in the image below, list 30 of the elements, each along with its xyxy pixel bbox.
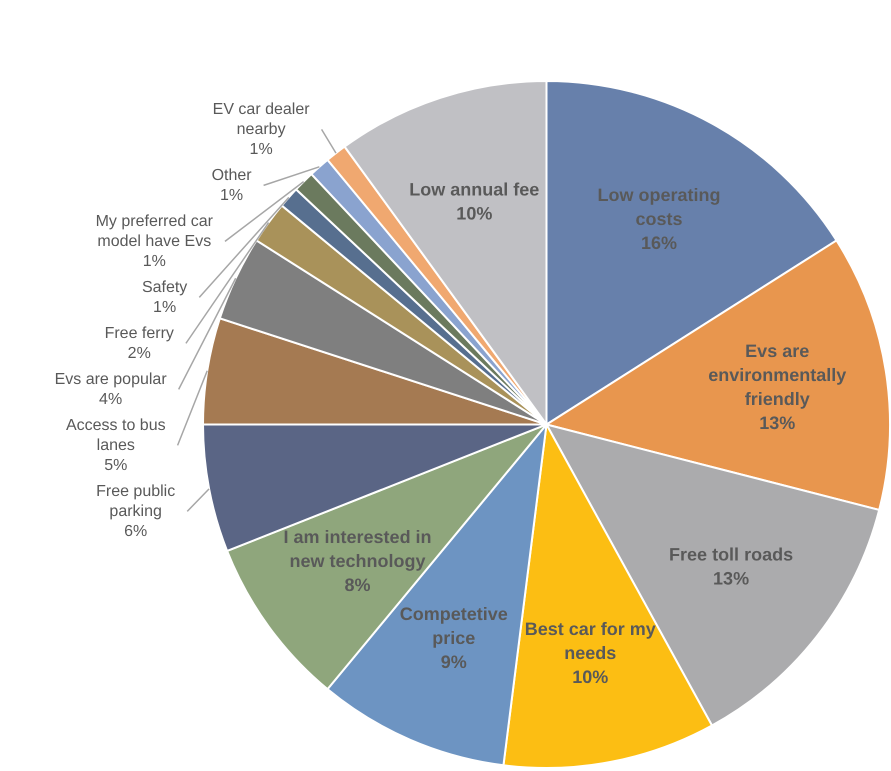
data-label: 2% [128,344,151,362]
slice-label: Competetive price [400,604,508,648]
data-label: 16% [641,232,678,253]
data-label: 1% [220,186,244,204]
slice-label: Low operating costs [598,184,721,229]
data-label: 4% [99,390,122,408]
data-label: 6% [124,522,148,540]
slice-label: Evs are environmentally friendly [708,340,846,409]
slice-label: Safety [142,278,188,296]
slice-label: Other [212,166,252,184]
data-label: 10% [572,666,608,687]
slice-label: Low annual fee [409,179,540,200]
data-label: 1% [250,140,273,158]
data-label: 1% [153,298,176,316]
slice-label: EV car dealer nearby [212,100,310,138]
data-label: 10% [456,203,492,224]
slice-label: Free toll roads [669,544,794,565]
data-label: 9% [440,652,467,672]
slice-label: Free ferry [104,324,174,342]
slice-label: Access to bus lanes [66,416,166,454]
slice-label: Best car for my needs [524,618,656,663]
data-label: 13% [759,412,796,433]
slice-label: Evs are popular [54,370,168,388]
data-label: 8% [344,574,371,595]
slice-label: My preferred car model have Evs [96,212,214,250]
slice-label: I am interested in new technology [284,526,432,571]
data-label: 5% [104,456,128,474]
data-label: 13% [713,568,750,589]
data-label: 1% [142,252,166,270]
slice-label: Free public parking [96,482,176,520]
